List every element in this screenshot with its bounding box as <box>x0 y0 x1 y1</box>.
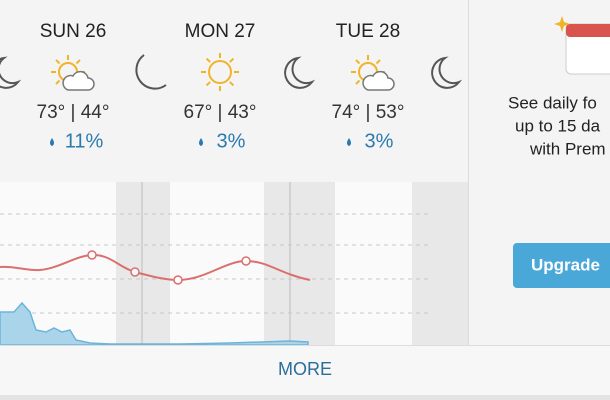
night-band <box>264 182 335 345</box>
upgrade-button[interactable] <box>513 243 610 288</box>
cloud <box>62 70 95 91</box>
more-link[interactable]: MORE <box>278 359 332 379</box>
sparkle <box>554 16 570 32</box>
sun-core <box>208 60 232 84</box>
temps: 67° | 43° <box>184 102 257 123</box>
temp-point <box>241 256 251 266</box>
drop-icon <box>347 138 351 146</box>
sun-ray <box>55 59 61 65</box>
sun-ray <box>205 57 211 63</box>
moons <box>0 54 463 90</box>
precip: 3% <box>365 130 394 152</box>
promo-line: See daily fo <box>508 93 597 112</box>
moon-icon <box>135 54 167 90</box>
promo-line: up to 15 da <box>515 116 601 135</box>
calendar-top <box>566 24 610 37</box>
sun-ray <box>375 59 381 65</box>
more-bar[interactable] <box>0 345 610 395</box>
promo-line: with Prem <box>529 139 606 158</box>
promo: See daily fo up to 15 da with Prem Upgra… <box>508 16 610 288</box>
day-1: MON 27 67° | 43° 3% <box>184 21 257 152</box>
night-band <box>116 182 170 345</box>
sun-ray <box>55 79 61 85</box>
moon-icon <box>0 56 22 89</box>
sun-ray <box>205 81 211 87</box>
temp-points <box>87 250 251 285</box>
day-0: SUN 26 73° | 44° 11% <box>37 21 110 152</box>
cloud <box>362 70 395 91</box>
sun-ray <box>229 57 235 63</box>
suns <box>51 53 395 91</box>
temps: 73° | 44° <box>37 102 110 123</box>
drop-icon <box>50 138 54 146</box>
drop-icon <box>199 138 203 146</box>
temp-point <box>173 275 183 285</box>
temp-point <box>87 250 97 260</box>
day-2: TUE 28 74° | 53° 3% <box>332 21 405 152</box>
sun-ray <box>355 79 361 85</box>
day-label: SUN 26 <box>40 21 107 42</box>
chart <box>0 182 468 346</box>
night-band <box>412 182 468 345</box>
day-label: MON 27 <box>185 21 256 42</box>
temp-point <box>130 267 140 277</box>
precip: 3% <box>217 130 246 152</box>
temps: 74° | 53° <box>332 102 405 123</box>
upgrade-label[interactable]: Upgrade <box>531 255 600 274</box>
sun-ray <box>355 59 361 65</box>
precip: 11% <box>65 130 104 152</box>
moon-icon <box>284 56 316 89</box>
precip-area <box>0 301 309 346</box>
sun-ray <box>75 59 81 65</box>
bottom-strip <box>0 395 610 400</box>
sun-ray <box>229 81 235 87</box>
day-label: TUE 28 <box>336 21 400 42</box>
moon-icon <box>431 56 463 89</box>
grid <box>0 213 432 314</box>
